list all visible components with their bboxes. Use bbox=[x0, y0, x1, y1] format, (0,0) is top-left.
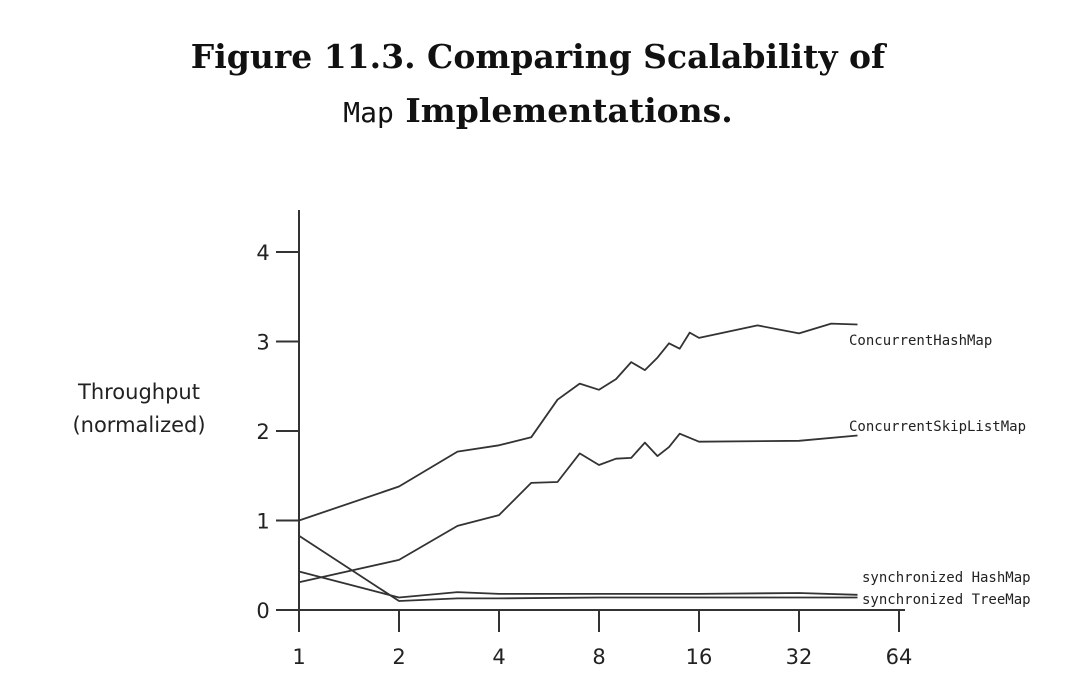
x-tick-label-64: 64 bbox=[886, 645, 913, 669]
y-tick-label-2: 2 bbox=[256, 420, 269, 444]
series-line-synchronized-hashmap bbox=[298, 570, 858, 599]
series-line-synchronized-treemap bbox=[298, 534, 858, 602]
x-tick-label-2: 2 bbox=[392, 645, 405, 669]
x-tick-label-1: 1 bbox=[292, 645, 305, 669]
y-tick-label-4: 4 bbox=[256, 241, 269, 265]
series-group bbox=[298, 322, 858, 602]
x-tick-label-4: 4 bbox=[492, 645, 505, 669]
series-label-concurrentskiplistmap: ConcurrentSkipListMap bbox=[849, 419, 1026, 435]
series-label-concurrenthashmap: ConcurrentHashMap bbox=[849, 333, 992, 349]
x-tick-label-8: 8 bbox=[592, 645, 605, 669]
chart-title-line-2: Map Implementations. bbox=[0, 84, 1076, 140]
y-axis-label-line-1: Throughput bbox=[77, 380, 200, 404]
axes bbox=[276, 210, 905, 632]
series-line-concurrentskiplistmap bbox=[298, 432, 858, 584]
x-tick-label-32: 32 bbox=[786, 645, 813, 669]
chart-title-code: Map bbox=[343, 96, 394, 129]
x-tick-label-16: 16 bbox=[686, 645, 713, 669]
series-label-synchronized-treemap: synchronized TreeMap bbox=[862, 592, 1031, 608]
series-line-concurrenthashmap bbox=[298, 322, 858, 522]
y-axis-label-line-2: (normalized) bbox=[72, 413, 205, 437]
chart-title-line-1: Figure 11.3. Comparing Scalability of bbox=[190, 37, 886, 76]
y-tick-label-1: 1 bbox=[256, 510, 269, 534]
chart-title-rest: Implementations. bbox=[393, 91, 733, 130]
y-tick-label-3: 3 bbox=[256, 331, 269, 355]
series-label-group: ConcurrentHashMap ConcurrentSkipListMap sy… bbox=[849, 333, 1031, 608]
y-tick-label-0: 0 bbox=[256, 599, 269, 623]
series-label-synchronized-hashmap: synchronized HashMap bbox=[862, 570, 1031, 586]
